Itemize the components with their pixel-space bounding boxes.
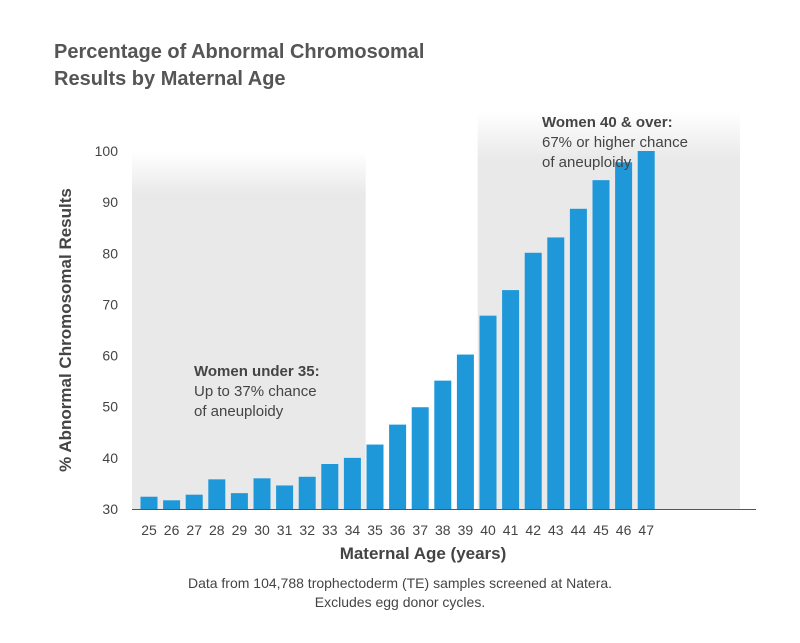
x-tick-label: 42 <box>525 522 541 538</box>
bar-age-25 <box>140 496 158 509</box>
bar-age-39 <box>456 354 474 509</box>
bar-age-28 <box>208 479 226 509</box>
footnote-line-2: Excludes egg donor cycles. <box>314 594 486 610</box>
bar-age-43 <box>547 237 565 509</box>
y-tick-label: 90 <box>102 194 118 210</box>
bar-age-30 <box>253 478 271 509</box>
bar-age-35 <box>366 444 384 509</box>
x-tick-label: 26 <box>164 522 180 538</box>
x-tick-label: 27 <box>186 522 202 538</box>
annotation-40-over-heading: Women 40 & over: <box>542 114 673 131</box>
footnote: Data from 104,788 trophectoderm (TE) sam… <box>0 574 800 612</box>
bar-age-42 <box>524 252 542 509</box>
bar-age-46 <box>615 162 633 509</box>
bar-age-26 <box>163 500 181 509</box>
y-tick-label: 40 <box>102 450 118 466</box>
x-tick-label: 36 <box>390 522 406 538</box>
footnote-line-1: Data from 104,788 trophectoderm (TE) sam… <box>187 575 613 591</box>
bar-age-29 <box>230 493 248 509</box>
x-tick-label: 29 <box>232 522 248 538</box>
x-tick-label: 44 <box>571 522 587 538</box>
y-tick-labels: 30 40 50 60 70 80 90 100 <box>95 143 119 517</box>
y-tick-label: 50 <box>102 399 118 415</box>
annotation-under-35: Women under 35: Up to 37% chance of aneu… <box>194 363 320 420</box>
x-tick-label: 40 <box>480 522 496 538</box>
chart-title: Percentage of Abnormal Chromosomal Resul… <box>54 39 574 93</box>
x-tick-label: 34 <box>345 522 361 538</box>
y-tick-label: 30 <box>102 501 118 517</box>
x-tick-label: 39 <box>458 522 474 538</box>
chart-title-line-1: Percentage of Abnormal Chromosomal <box>54 41 425 63</box>
annotation-under-35-heading: Women under 35: <box>194 363 320 380</box>
annotation-under-35-line-1: Up to 37% chance <box>194 383 317 400</box>
bar-age-45 <box>592 180 610 509</box>
x-tick-label: 37 <box>412 522 428 538</box>
bar-age-33 <box>321 463 339 509</box>
x-tick-label: 25 <box>141 522 157 538</box>
x-tick-label: 38 <box>435 522 451 538</box>
annotation-40-over-line-1: 67% or higher chance <box>542 134 688 151</box>
x-axis-title: Maternal Age (years) <box>340 544 507 563</box>
bar-age-38 <box>434 380 452 509</box>
x-tick-label: 35 <box>367 522 383 538</box>
y-tick-label: 70 <box>102 296 118 312</box>
annotation-under-35-line-2: of aneuploidy <box>194 403 284 420</box>
x-tick-label: 28 <box>209 522 225 538</box>
bar-age-41 <box>502 290 520 509</box>
x-tick-label: 32 <box>299 522 315 538</box>
shaded-band-0 <box>132 152 366 509</box>
x-tick-label: 41 <box>503 522 519 538</box>
x-tick-label: 43 <box>548 522 564 538</box>
bar-age-34 <box>343 457 361 509</box>
bar-age-47 <box>637 151 655 509</box>
bar-age-27 <box>185 494 203 509</box>
x-tick-label: 33 <box>322 522 338 538</box>
x-tick-label: 46 <box>616 522 632 538</box>
y-tick-label: 60 <box>102 348 118 364</box>
bar-age-40 <box>479 315 497 509</box>
bar-age-32 <box>298 476 316 509</box>
y-tick-label: 100 <box>95 143 119 159</box>
x-tick-label: 45 <box>593 522 609 538</box>
bar-age-31 <box>276 485 294 509</box>
chart-title-line-2: Results by Maternal Age <box>54 68 286 90</box>
bars <box>140 151 655 509</box>
bar-age-36 <box>389 424 407 509</box>
bar-age-37 <box>411 407 429 509</box>
x-tick-label: 31 <box>277 522 293 538</box>
x-tick-label: 47 <box>638 522 654 538</box>
x-tick-label: 30 <box>254 522 270 538</box>
bar-age-44 <box>569 208 587 509</box>
annotation-40-over-line-2: of aneuploidy <box>542 154 632 171</box>
shaded-bands <box>132 112 740 509</box>
y-axis-title: % Abnormal Chromosomal Results <box>56 188 75 472</box>
annotation-40-and-over: Women 40 & over: 67% or higher chance of… <box>542 114 688 171</box>
x-tick-labels: 25 26 27 28 29 30 31 32 33 34 35 36 37 38 39 40 41 42 43 44… <box>141 522 654 538</box>
y-tick-label: 80 <box>102 245 118 261</box>
